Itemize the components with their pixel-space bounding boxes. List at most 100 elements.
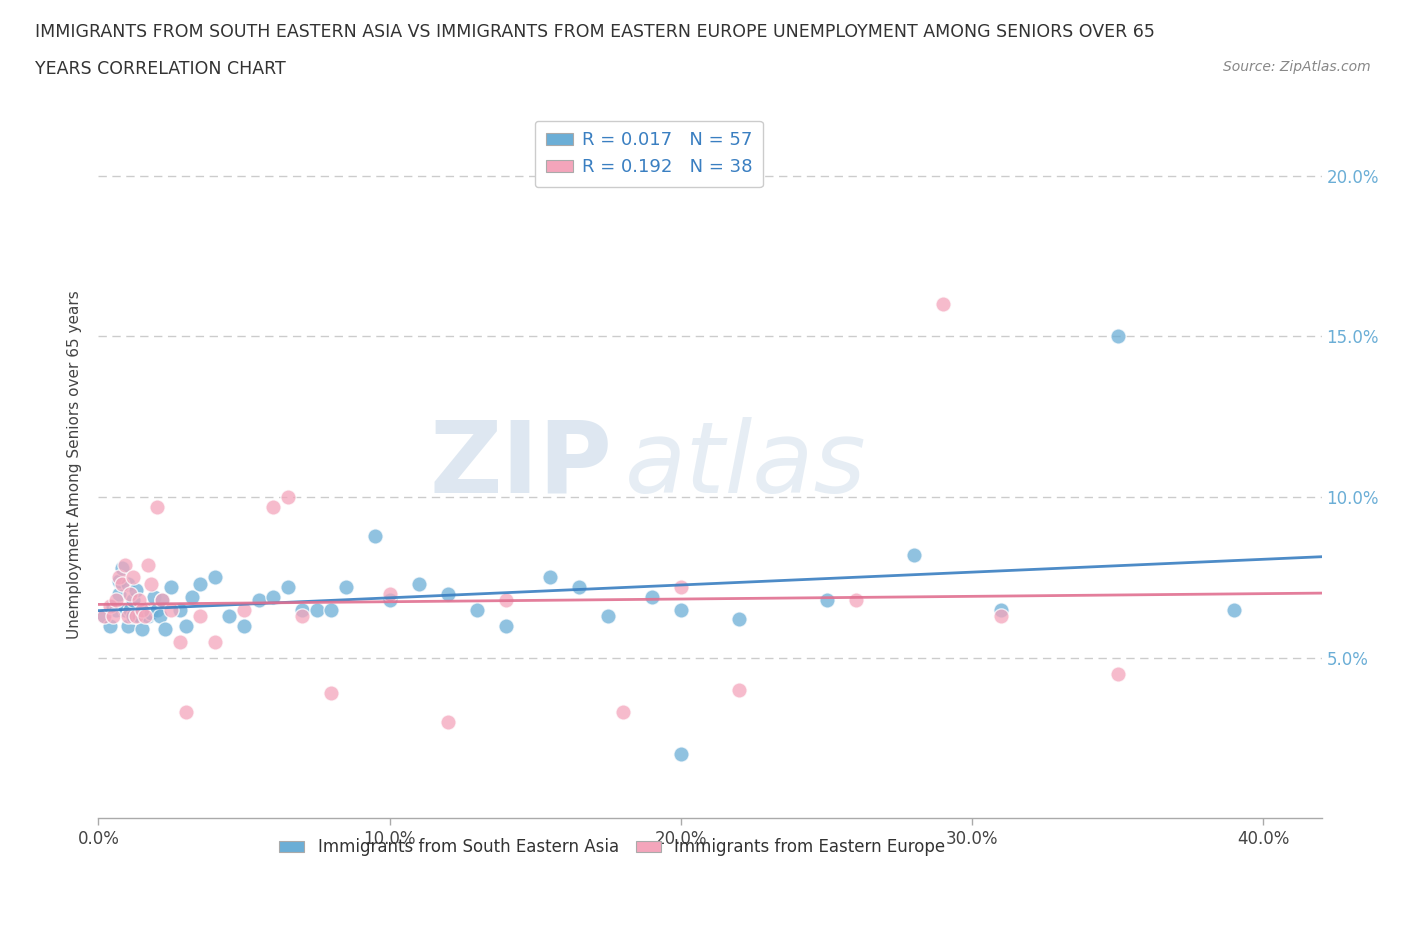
Point <box>378 592 401 607</box>
Point <box>612 705 634 720</box>
Point <box>108 586 131 601</box>
Point <box>669 602 692 617</box>
Point <box>117 618 139 633</box>
Point <box>98 618 121 633</box>
Text: YEARS CORRELATION CHART: YEARS CORRELATION CHART <box>35 60 285 78</box>
Point <box>277 490 299 505</box>
Point <box>142 590 165 604</box>
Point <box>728 683 751 698</box>
Point <box>128 608 150 623</box>
Point <box>114 602 136 617</box>
Point <box>262 499 284 514</box>
Point <box>125 608 148 623</box>
Point <box>408 577 430 591</box>
Point <box>291 602 314 617</box>
Point <box>145 602 167 617</box>
Point <box>495 618 517 633</box>
Point <box>641 590 664 604</box>
Point <box>169 602 191 617</box>
Point <box>204 570 226 585</box>
Point <box>114 557 136 572</box>
Point <box>152 592 174 607</box>
Point <box>120 586 142 601</box>
Point <box>169 634 191 649</box>
Point <box>321 602 343 617</box>
Point <box>180 590 202 604</box>
Text: IMMIGRANTS FROM SOUTH EASTERN ASIA VS IMMIGRANTS FROM EASTERN EUROPE UNEMPLOYMEN: IMMIGRANTS FROM SOUTH EASTERN ASIA VS IM… <box>35 23 1154 41</box>
Point <box>669 747 692 762</box>
Point <box>145 499 167 514</box>
Point <box>990 602 1012 617</box>
Point <box>277 579 299 594</box>
Point <box>134 608 156 623</box>
Point <box>204 634 226 649</box>
Point <box>1107 329 1129 344</box>
Legend: Immigrants from South Eastern Asia, Immigrants from Eastern Europe: Immigrants from South Eastern Asia, Immi… <box>273 831 952 863</box>
Point <box>669 579 692 594</box>
Text: Source: ZipAtlas.com: Source: ZipAtlas.com <box>1223 60 1371 74</box>
Point <box>233 618 256 633</box>
Point <box>174 705 197 720</box>
Point <box>139 577 162 591</box>
Text: ZIP: ZIP <box>429 417 612 513</box>
Text: atlas: atlas <box>624 417 866 513</box>
Point <box>136 608 159 623</box>
Point <box>437 586 460 601</box>
Point <box>815 592 838 607</box>
Point <box>160 602 183 617</box>
Point <box>335 579 357 594</box>
Point <box>321 685 343 700</box>
Point <box>122 570 145 585</box>
Point <box>437 714 460 729</box>
Point <box>538 570 561 585</box>
Point <box>104 602 127 617</box>
Point <box>932 297 955 312</box>
Point <box>111 577 134 591</box>
Point <box>291 608 314 623</box>
Point <box>233 602 256 617</box>
Point <box>120 602 142 617</box>
Point <box>155 621 177 636</box>
Point <box>990 608 1012 623</box>
Point <box>139 605 162 620</box>
Point <box>149 608 172 623</box>
Point <box>108 570 131 585</box>
Point <box>117 608 139 623</box>
Point <box>364 528 387 543</box>
Point <box>101 599 124 614</box>
Point <box>1223 602 1246 617</box>
Point <box>134 602 156 617</box>
Point <box>98 599 121 614</box>
Point <box>93 608 115 623</box>
Point <box>378 586 401 601</box>
Point <box>174 618 197 633</box>
Point <box>903 548 925 563</box>
Point <box>117 577 139 591</box>
Point <box>1107 667 1129 682</box>
Point <box>152 592 174 607</box>
Point <box>122 592 145 607</box>
Point <box>160 579 183 594</box>
Point <box>305 602 328 617</box>
Point <box>131 621 153 636</box>
Point <box>131 602 153 617</box>
Point <box>111 561 134 576</box>
Point <box>845 592 868 607</box>
Point <box>568 579 591 594</box>
Point <box>262 590 284 604</box>
Point <box>188 608 212 623</box>
Y-axis label: Unemployment Among Seniors over 65 years: Unemployment Among Seniors over 65 years <box>67 291 83 640</box>
Point <box>128 592 150 607</box>
Point <box>247 592 270 607</box>
Point <box>101 608 124 623</box>
Point <box>108 573 131 588</box>
Point <box>728 612 751 627</box>
Point <box>218 608 240 623</box>
Point <box>93 608 115 623</box>
Point <box>465 602 488 617</box>
Point <box>104 592 127 607</box>
Point <box>495 592 517 607</box>
Point <box>125 583 148 598</box>
Point <box>188 577 212 591</box>
Point <box>596 608 619 623</box>
